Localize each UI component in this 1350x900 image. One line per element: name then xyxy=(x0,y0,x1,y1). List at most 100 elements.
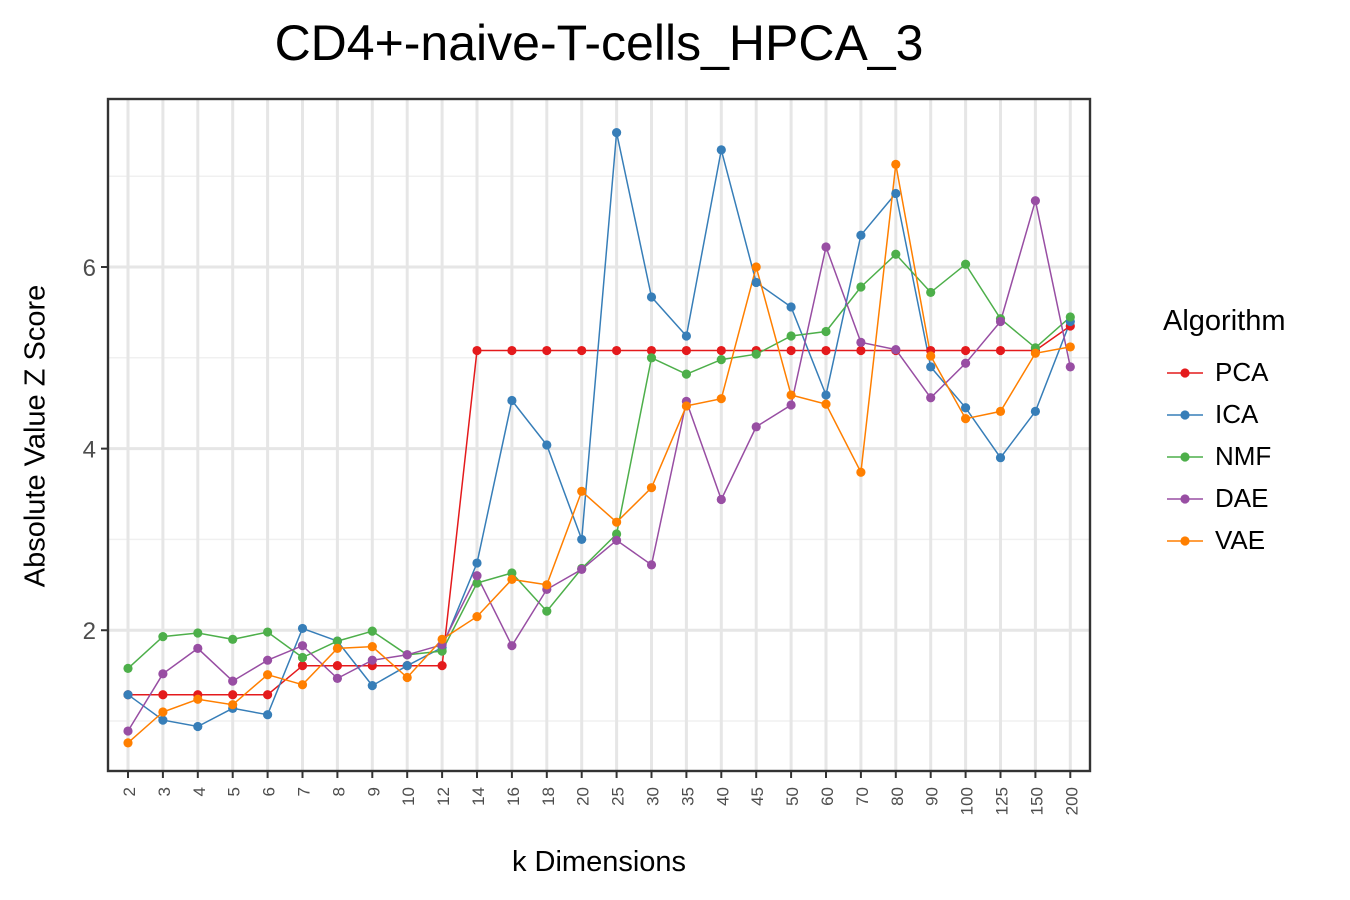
x-tick-label: 100 xyxy=(958,787,977,815)
data-point-dae xyxy=(856,337,866,347)
legend-label: ICA xyxy=(1215,399,1259,429)
data-point-vae xyxy=(995,406,1006,416)
data-point-vae xyxy=(297,680,308,690)
x-tick-label: 12 xyxy=(434,787,453,806)
data-point-vae xyxy=(612,517,622,527)
data-point-ica xyxy=(891,188,901,199)
data-point-vae xyxy=(751,262,761,272)
data-point-nmf xyxy=(612,529,622,539)
data-point-vae xyxy=(716,394,726,404)
data-point-vae xyxy=(681,401,692,411)
data-point-ica xyxy=(158,715,168,725)
data-point-nmf xyxy=(297,652,308,663)
x-tick-label: 10 xyxy=(399,787,418,806)
data-point-pca xyxy=(681,345,692,356)
data-point-nmf xyxy=(332,636,342,646)
data-point-vae xyxy=(402,672,412,683)
data-point-pca xyxy=(297,661,308,671)
data-point-dae xyxy=(995,316,1006,327)
data-point-ica xyxy=(123,690,133,700)
data-point-ica xyxy=(577,534,587,545)
data-point-ica xyxy=(786,302,796,312)
data-point-vae xyxy=(1030,348,1040,358)
data-point-pca xyxy=(542,345,552,356)
legend-key xyxy=(1167,368,1203,378)
data-point-ica xyxy=(716,145,726,155)
data-point-dae xyxy=(751,422,761,432)
data-point-ica xyxy=(856,230,866,240)
data-point-nmf xyxy=(507,568,517,578)
x-tick-label: 3 xyxy=(155,787,174,796)
data-point-ica xyxy=(821,390,831,400)
data-point-ica xyxy=(297,623,308,634)
data-point-vae xyxy=(856,467,866,477)
data-point-nmf xyxy=(542,606,552,616)
data-point-pca xyxy=(856,345,866,356)
x-tick-label: 50 xyxy=(783,787,802,806)
data-point-dae xyxy=(612,535,622,545)
data-point-pca xyxy=(332,661,342,671)
data-point-nmf xyxy=(821,326,831,337)
data-point-vae xyxy=(507,574,517,584)
data-point-dae xyxy=(332,673,342,683)
data-point-pca xyxy=(716,345,726,356)
data-point-vae xyxy=(926,351,936,361)
legend-label: VAE xyxy=(1215,525,1266,555)
data-point-dae xyxy=(472,571,482,581)
data-point-vae xyxy=(263,670,273,680)
data-point-pca xyxy=(995,345,1006,356)
data-point-nmf xyxy=(472,578,482,588)
x-tick-label: 30 xyxy=(644,787,663,806)
x-tick-label: 40 xyxy=(713,787,732,806)
data-point-dae xyxy=(926,393,936,403)
legend-label: PCA xyxy=(1215,357,1269,387)
data-point-dae xyxy=(716,494,726,505)
data-point-ica xyxy=(961,403,971,413)
data-point-vae xyxy=(193,694,203,704)
data-point-dae xyxy=(961,358,971,368)
x-tick-label: 25 xyxy=(609,787,628,806)
series-line-pca xyxy=(128,325,1071,696)
data-point-nmf xyxy=(263,627,273,637)
data-point-vae xyxy=(542,580,552,590)
data-point-dae xyxy=(577,564,587,575)
data-point-nmf xyxy=(228,634,238,644)
x-tick-label: 4 xyxy=(190,787,209,796)
data-point-nmf xyxy=(891,249,901,259)
data-point-pca xyxy=(158,690,168,700)
x-tick-label: 14 xyxy=(469,787,488,806)
data-point-pca xyxy=(228,690,238,700)
legend-label: DAE xyxy=(1215,483,1269,513)
x-tick-label: 9 xyxy=(364,787,383,796)
data-point-ica xyxy=(507,395,517,406)
data-point-ica xyxy=(193,721,203,732)
data-point-nmf xyxy=(158,632,168,642)
data-point-vae xyxy=(367,641,377,652)
data-point-pca xyxy=(437,661,447,671)
legend-key-point xyxy=(1180,410,1190,420)
legend-key-point xyxy=(1180,536,1190,546)
data-point-dae xyxy=(297,641,308,651)
legend-key-point xyxy=(1180,452,1190,462)
data-point-dae xyxy=(228,676,238,686)
y-tick-label: 2 xyxy=(83,618,96,645)
data-point-vae xyxy=(332,643,342,654)
data-point-ica xyxy=(1030,406,1040,416)
x-tick-label: 90 xyxy=(923,787,942,806)
data-point-vae xyxy=(646,483,657,493)
data-point-pca xyxy=(646,345,657,356)
chart-title: CD4+-naive-T-cells_HPCA_3 xyxy=(274,15,924,71)
x-tick-label: 5 xyxy=(225,787,244,796)
data-point-ica xyxy=(472,558,482,568)
data-point-dae xyxy=(263,655,273,665)
legend-title: Algorithm xyxy=(1163,305,1286,337)
data-point-vae xyxy=(158,707,168,717)
data-point-nmf xyxy=(646,353,657,363)
data-point-ica xyxy=(402,661,412,671)
series-layer xyxy=(123,128,1075,748)
data-point-dae xyxy=(158,669,168,679)
data-point-vae xyxy=(961,414,971,424)
data-point-vae xyxy=(577,486,587,496)
data-point-nmf xyxy=(961,259,971,269)
x-axis: 2 3 4 5 6 7 8 9 10 12 14 16 18 20 25 30 35 40 45 50 60 70 80 90… xyxy=(120,771,1081,815)
